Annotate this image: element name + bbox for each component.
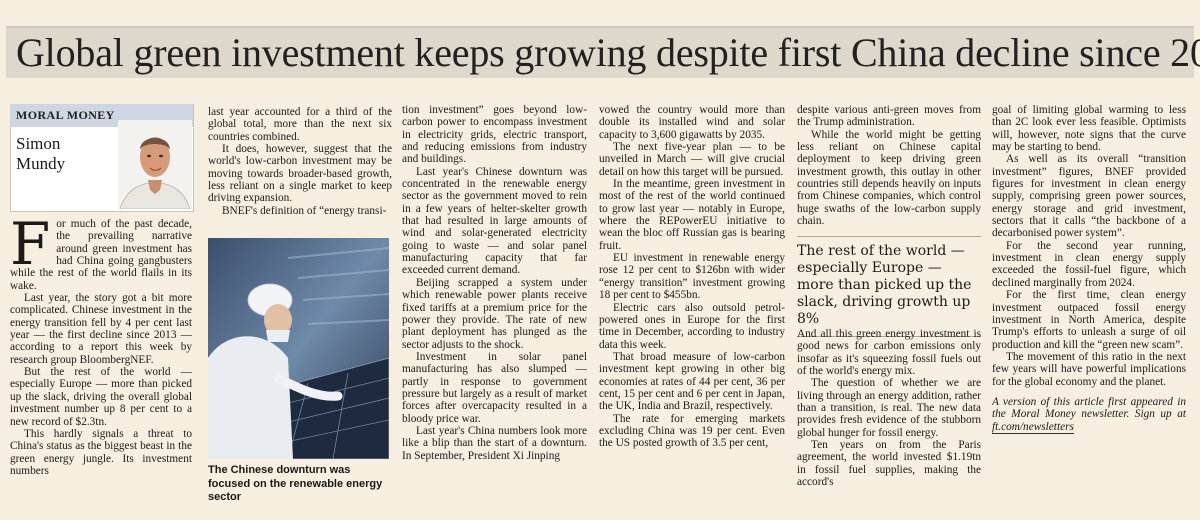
column-5-bottom: And all this green energy investment is … <box>797 328 981 518</box>
photo-caption: The Chinese downturn was focused on the … <box>208 464 383 503</box>
factory-worker-photo <box>208 238 389 459</box>
paragraph: Investment in solar panel manufacturing … <box>402 350 587 425</box>
paragraph: And all this green energy investment is … <box>797 328 981 378</box>
paragraph: The movement of this ratio in the next f… <box>992 350 1186 388</box>
author-first-name: Simon <box>16 134 61 153</box>
paragraph: vowed the country would more than double… <box>599 104 785 141</box>
paragraph: BNEF's definition of “energy transi- <box>222 204 387 217</box>
paragraph: For the first time, clean energy investm… <box>992 289 1186 351</box>
paragraph: That broad measure of low-carbon investm… <box>599 350 785 413</box>
paragraph: Beijing scrapped a system under which re… <box>402 276 587 351</box>
drop-cap: F <box>10 218 51 278</box>
paragraph: Electric cars also outsold petrol-powere… <box>599 301 785 351</box>
column-5-top: despite various anti-green moves from th… <box>797 104 981 228</box>
paragraph: The rate for emerging markets excluding … <box>599 412 785 450</box>
pull-quote: The rest of the world — especially Europ… <box>797 236 981 337</box>
paragraph: goal of limiting global warming to less … <box>992 104 1186 154</box>
paragraph: As well as its overall “transition inves… <box>992 153 1186 240</box>
paragraph: despite various anti-green moves from th… <box>797 104 981 129</box>
author-last-name: Mundy <box>16 154 66 173</box>
paragraph: Ten years on from the Paris agreement, t… <box>797 439 981 489</box>
newsletter-note-text: A version of this article first appeared… <box>992 395 1186 421</box>
paragraph: But the rest of the world — especially E… <box>10 366 192 428</box>
paragraph: It does, however, suggest that the world… <box>208 143 392 205</box>
headline-bar: Global green investment keeps growing de… <box>6 26 1200 78</box>
paragraph: EU investment in renewable energy rose 1… <box>599 252 785 302</box>
paragraph: Last year's Chinese downturn was concent… <box>402 165 587 277</box>
column-3: tion investment” goes beyond low-carbon … <box>402 104 587 514</box>
paragraph: Last year, the story got a bit more comp… <box>10 292 192 366</box>
author-name: Simon Mundy <box>16 134 65 174</box>
lead-text: or much of the past decade, the prevaili… <box>10 218 192 292</box>
article-headline: Global green investment keeps growing de… <box>16 30 1200 75</box>
newsletter-link[interactable]: ft.com/newsletters <box>992 420 1074 434</box>
column-4: vowed the country would more than double… <box>599 104 785 514</box>
paragraph: The next five-year plan — to be unveiled… <box>599 141 785 178</box>
paragraph: Last year's China numbers look more like… <box>402 424 587 462</box>
newsletter-note: A version of this article first appeared… <box>992 395 1186 434</box>
paragraph: The question of whether we are living th… <box>797 377 981 439</box>
paragraph: last year accounted for a third of the g… <box>208 106 392 143</box>
paragraph: In the meantime, green investment in mos… <box>599 178 785 252</box>
column-2: last year accounted for a third of the g… <box>208 106 392 228</box>
paragraph: tion investment” goes beyond low-carbon … <box>402 104 587 166</box>
paragraph: This hardly signals a threat to China's … <box>10 427 192 477</box>
paragraph: For the second year running, investment … <box>992 239 1186 289</box>
author-portrait <box>118 120 192 209</box>
paragraph: While the world might be getting less re… <box>797 128 981 228</box>
column-6: goal of limiting global warming to less … <box>992 104 1186 518</box>
